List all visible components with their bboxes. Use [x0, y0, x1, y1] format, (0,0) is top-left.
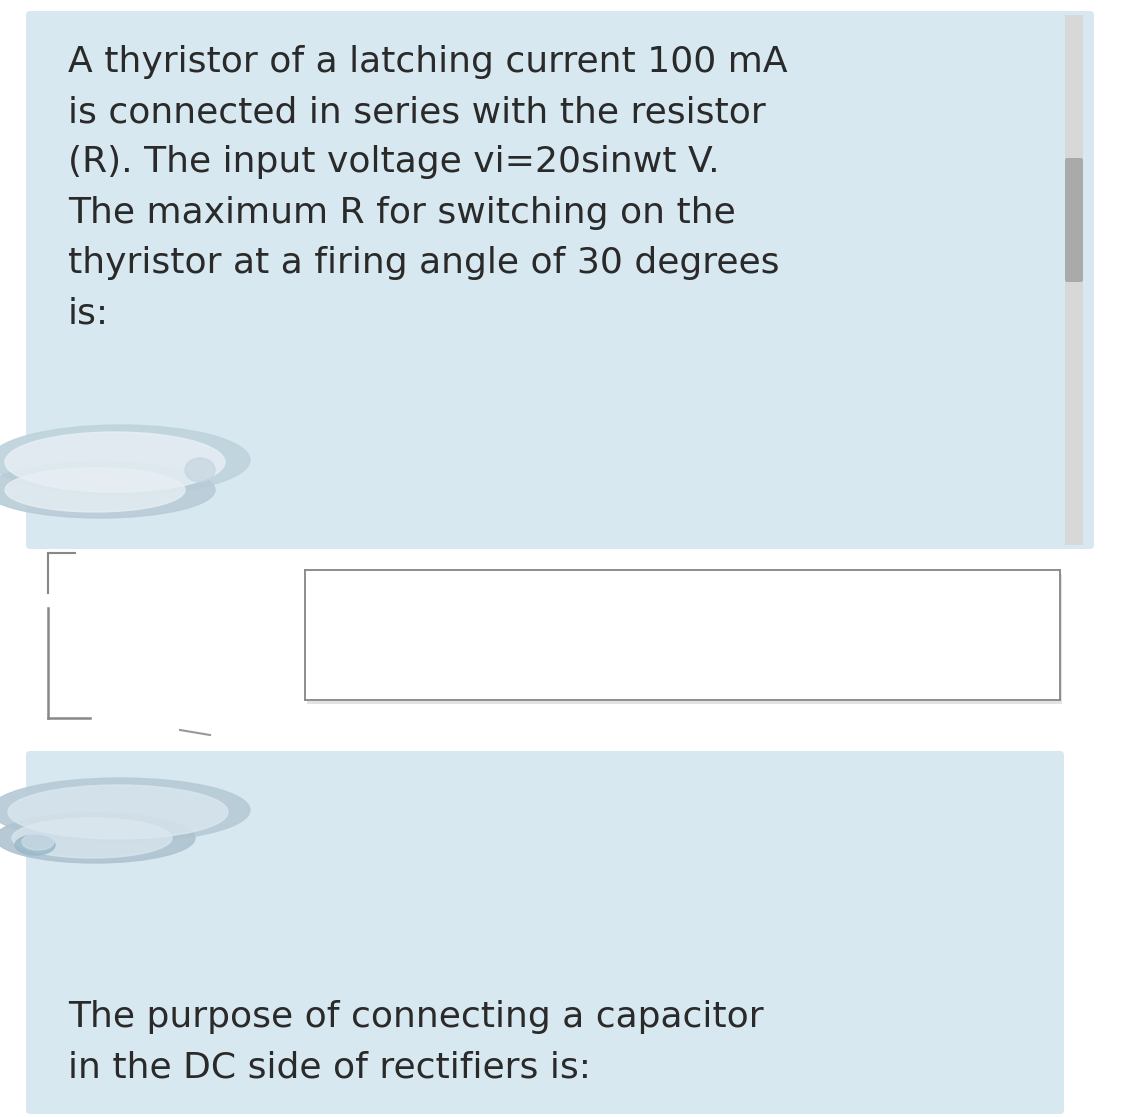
- Bar: [307, 574, 1062, 704]
- Ellipse shape: [22, 834, 54, 850]
- Ellipse shape: [184, 458, 215, 483]
- FancyBboxPatch shape: [26, 11, 1094, 548]
- Ellipse shape: [0, 779, 250, 842]
- Ellipse shape: [8, 785, 228, 839]
- Ellipse shape: [4, 468, 184, 512]
- Text: The purpose of connecting a capacitor
in the DC side of rectifiers is:: The purpose of connecting a capacitor in…: [68, 1000, 764, 1085]
- Ellipse shape: [15, 836, 55, 855]
- Ellipse shape: [0, 813, 195, 863]
- Text: A thyristor of a latching current 100 mA
is connected in series with the resisto: A thyristor of a latching current 100 mA…: [68, 45, 787, 330]
- Bar: [1065, 15, 1083, 545]
- Ellipse shape: [0, 424, 250, 495]
- FancyBboxPatch shape: [1065, 157, 1083, 281]
- Bar: [305, 570, 1060, 700]
- FancyBboxPatch shape: [26, 751, 1064, 1114]
- Ellipse shape: [0, 462, 215, 518]
- Ellipse shape: [4, 432, 225, 491]
- Ellipse shape: [12, 818, 172, 858]
